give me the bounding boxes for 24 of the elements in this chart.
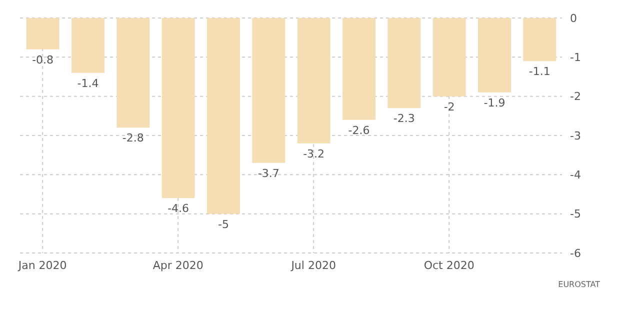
y-tick-label: -1 <box>570 51 581 64</box>
data-label: -2.6 <box>348 124 370 137</box>
y-tick-label: -4 <box>570 168 581 182</box>
data-label: -1.4 <box>77 76 99 90</box>
data-label: -5 <box>218 218 229 231</box>
data-label: -0.8 <box>32 53 54 66</box>
y-tick-label: -3 <box>570 129 581 142</box>
data-label: -2 <box>444 100 455 114</box>
x-tick-label: Apr 2020 <box>152 258 204 272</box>
data-label: -2.3 <box>393 112 415 126</box>
data-label: -3.7 <box>258 166 280 180</box>
x-tick-label: Oct 2020 <box>424 258 474 272</box>
data-label: -1.9 <box>484 96 506 110</box>
y-tick-label: -6 <box>570 246 581 260</box>
x-tick-label: Jul 2020 <box>290 258 336 272</box>
text: EUROSTAT <box>558 280 600 289</box>
data-label: -3.2 <box>303 147 325 160</box>
data-label: -2.8 <box>122 132 144 145</box>
y-tick-label: -5 <box>570 208 581 221</box>
y-tick-label: 0 <box>570 12 577 25</box>
y-tick-label: -2 <box>570 90 581 104</box>
x-tick-label: Jan 2020 <box>17 258 67 272</box>
data-label: -4.6 <box>168 202 190 216</box>
data-label: -1.1 <box>528 65 550 78</box>
